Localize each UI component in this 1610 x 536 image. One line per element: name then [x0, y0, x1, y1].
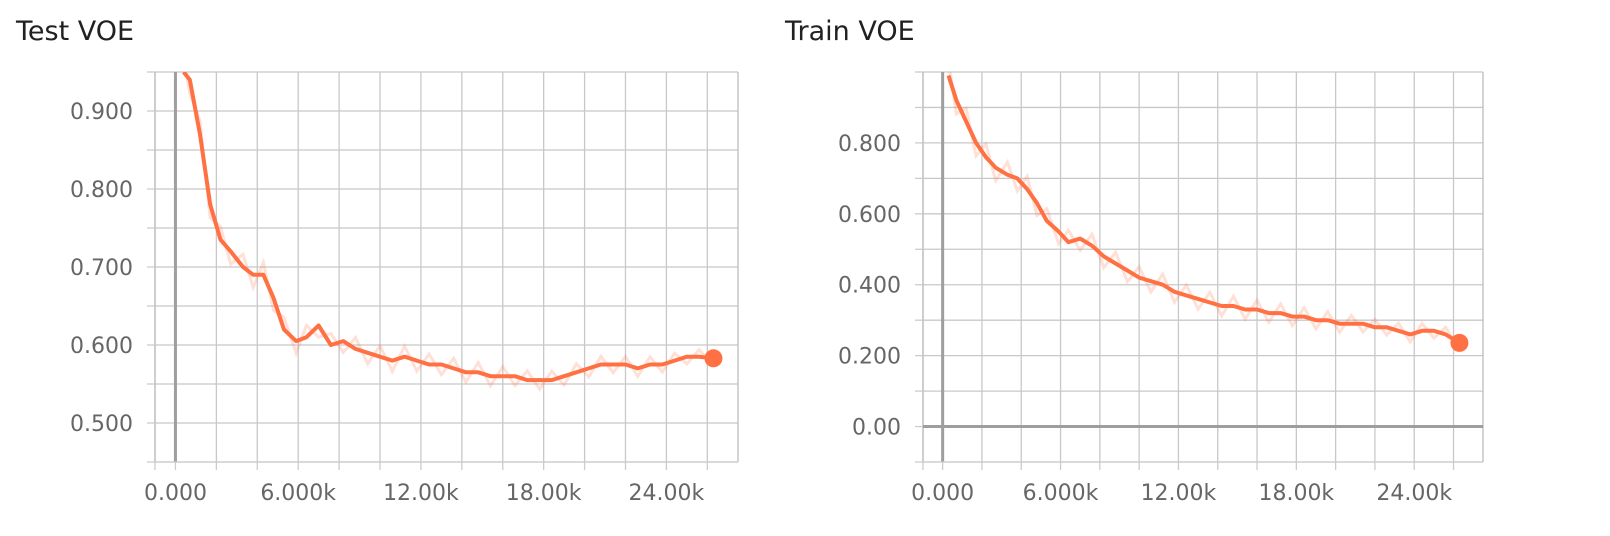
train-voe-x-tick-label: 6.000k [1023, 481, 1099, 506]
test-voe-x-tick-label: 18.00k [506, 481, 582, 506]
train-voe-x-tick-label: 12.00k [1141, 481, 1217, 506]
test-voe-panel: Test VOE 0.000 6.000k 12.00k 18.00k 24.00k 0.… [0, 0, 790, 536]
train-voe-raw-line [948, 72, 1461, 351]
train-voe-last-point[interactable] [1450, 333, 1469, 352]
test-voe-y-tick-label: 0.600 [70, 334, 133, 359]
train-voe-x-tick-label: 0.000 [911, 481, 974, 506]
train-voe-y-tick-label: 0.600 [838, 203, 901, 228]
train-voe-x-tick-label: 18.00k [1258, 481, 1334, 506]
test-voe-x-tick-label: 12.00k [383, 481, 459, 506]
test-voe-chart: 0.000 6.000k 12.00k 18.00k 24.00k 0.500 0.600 0… [70, 71, 739, 506]
test-voe-y-tick-label: 0.700 [70, 256, 133, 281]
train-voe-title: Train VOE [785, 16, 915, 47]
test-voe-x-tick-label: 24.00k [629, 481, 705, 506]
train-voe-chart: 0.000 6.000k 12.00k 18.00k 24.00k 0.00 0.200 0.… [838, 71, 1484, 506]
train-voe-y-tick-label: 0.200 [838, 345, 901, 370]
test-voe-series-line [182, 72, 714, 383]
test-voe-last-point[interactable] [704, 349, 723, 368]
train-voe-x-tick-label: 24.00k [1376, 481, 1452, 506]
train-voe-y-tick-label: 0.800 [838, 132, 901, 157]
train-voe-y-tick-label: 0.00 [852, 416, 901, 441]
test-voe-y-tick-label: 0.500 [70, 412, 133, 437]
test-voe-y-tick-label: 0.900 [70, 100, 133, 125]
test-voe-x-tick-label: 6.000k [260, 481, 336, 506]
test-voe-title: Test VOE [16, 16, 135, 47]
train-voe-panel: Train VOE 0.000 6.000k 12.00k 18.00k 24.00k 0… [785, 0, 1610, 536]
train-voe-y-tick-label: 0.400 [838, 274, 901, 299]
train-voe-series-line [946, 74, 1461, 345]
train-voe-grid [922, 71, 1483, 463]
test-voe-grid [154, 71, 738, 463]
test-voe-y-tick-label: 0.800 [70, 178, 133, 203]
test-voe-raw-line [184, 72, 715, 392]
test-voe-x-tick-label: 0.000 [144, 481, 207, 506]
